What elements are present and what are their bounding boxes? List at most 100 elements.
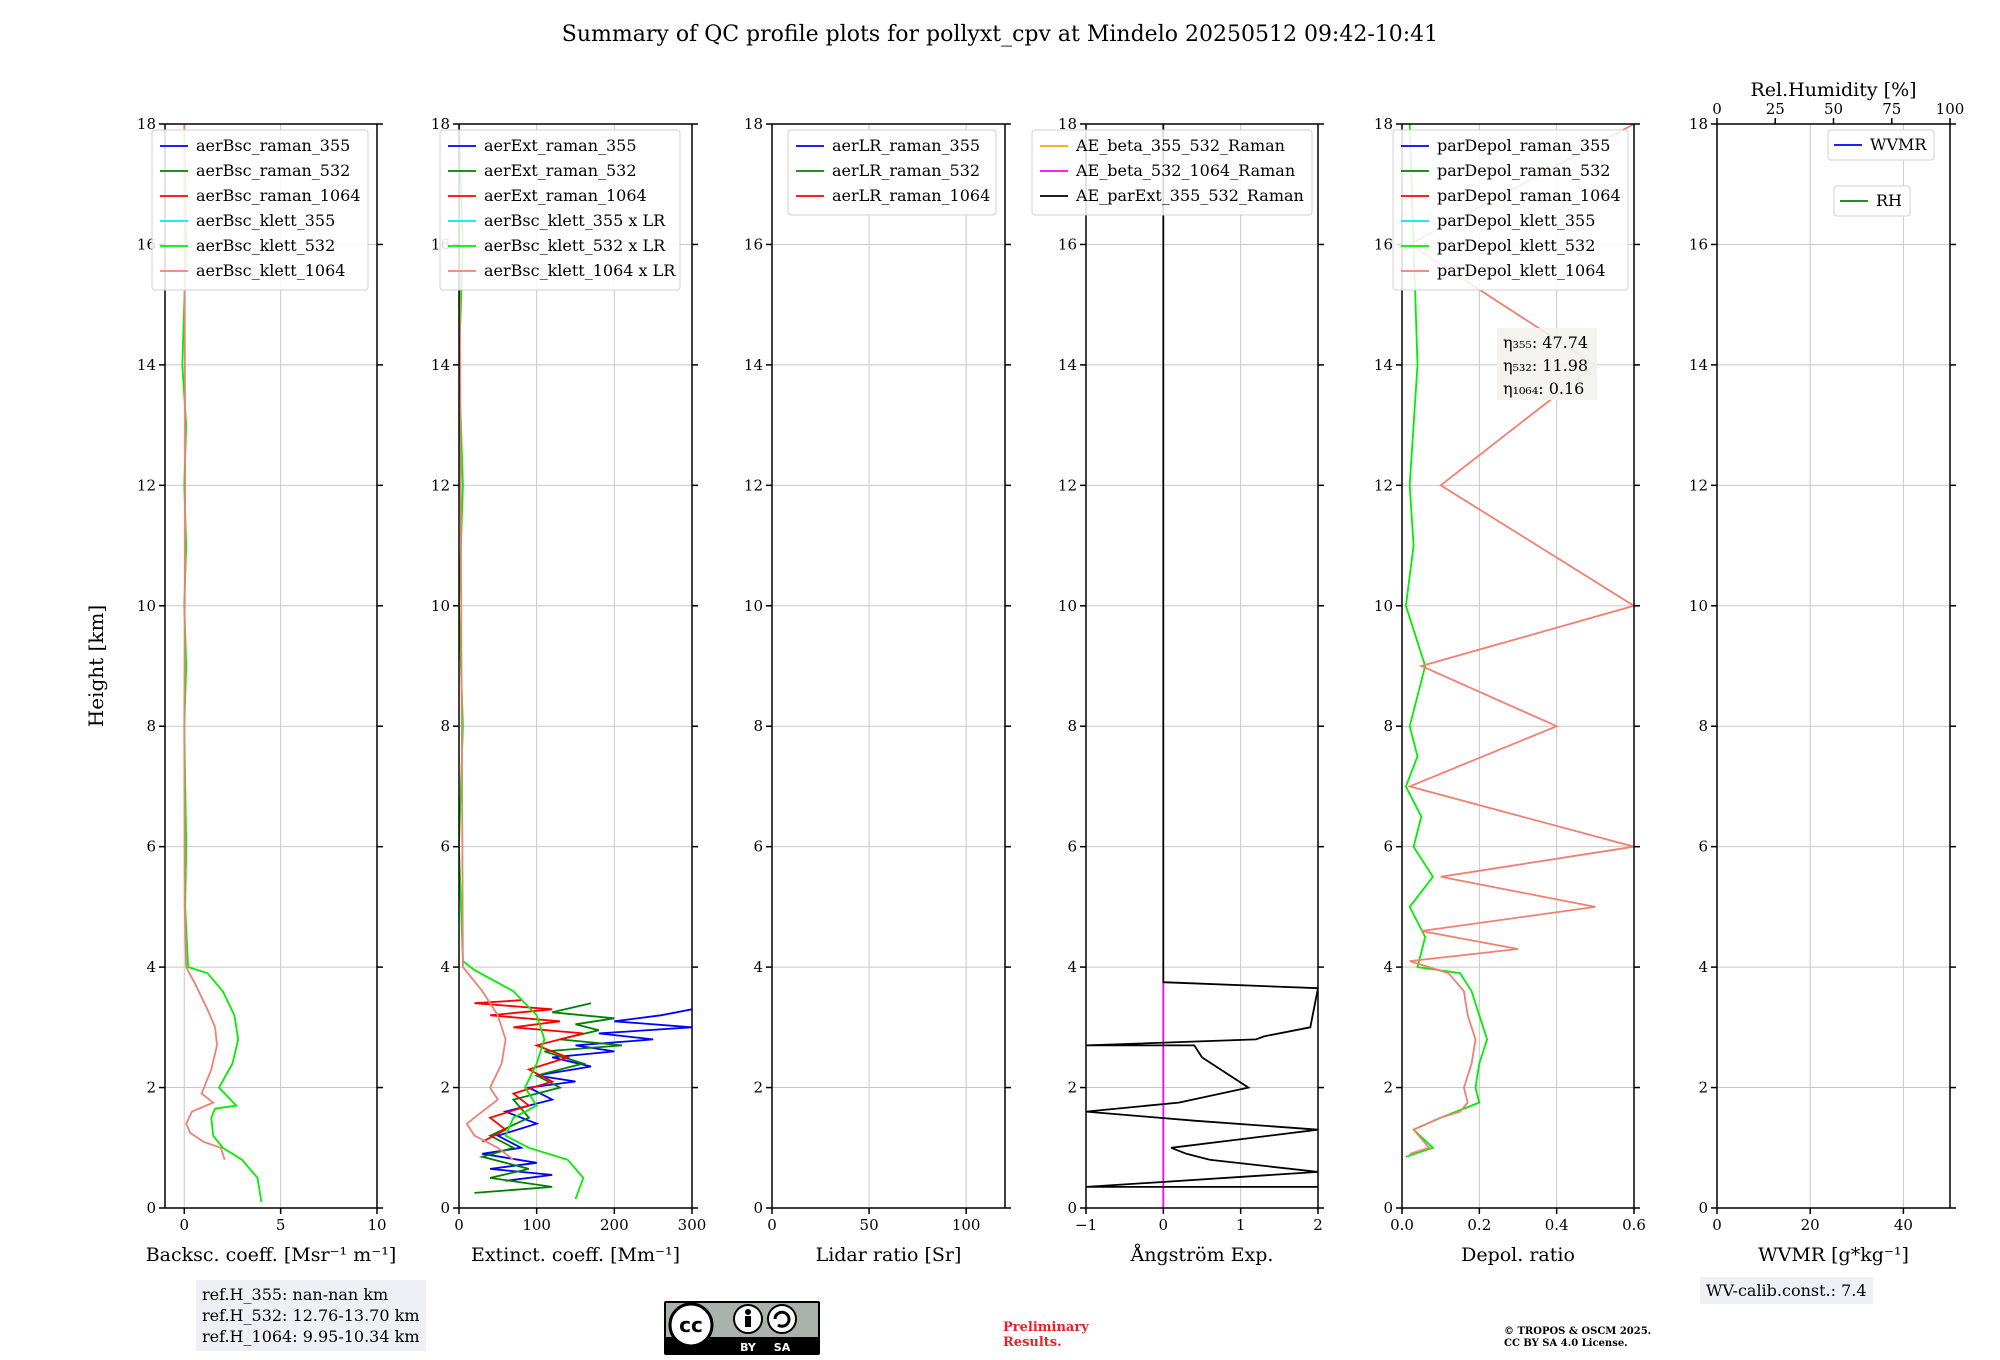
annotation-line: η₃₅₅: 47.74 xyxy=(1503,333,1588,352)
y-tick-label: 18 xyxy=(431,115,450,133)
y-tick-label: 2 xyxy=(146,1079,156,1097)
x-tick-label: 0 xyxy=(767,1216,777,1234)
x-tick-label: 300 xyxy=(678,1216,707,1234)
preliminary-note: Preliminary Results. xyxy=(1003,1320,1089,1350)
y-tick-label: 12 xyxy=(1689,476,1708,494)
legend: aerLR_raman_355 aerLR_raman_532 aerLR_rama… xyxy=(787,129,997,216)
preliminary-line-2: Results. xyxy=(1003,1335,1062,1350)
series-line-aerBsc_klett_1064 xyxy=(183,124,226,1161)
series-group xyxy=(1404,124,1634,1158)
legend-label: aerLR_raman_355 xyxy=(832,136,980,155)
legend-label: aerBsc_raman_355 xyxy=(196,136,350,155)
y-tick-label: 0 xyxy=(146,1199,156,1217)
x-axis-label: Ångström Exp. xyxy=(1130,1244,1274,1266)
legend-label: parDepol_klett_1064 xyxy=(1437,261,1606,280)
legend-label: aerExt_raman_355 xyxy=(484,136,637,155)
copyright-note: © TROPOS & OSCM 2025. CC BY SA 4.0 Licen… xyxy=(1504,1326,1651,1350)
legend-label: aerBsc_klett_355 x LR xyxy=(484,211,666,230)
y-tick-label: 8 xyxy=(146,717,156,735)
legend-label: aerBsc_raman_532 xyxy=(196,161,350,180)
copyright-line-1: © TROPOS & OSCM 2025. xyxy=(1504,1326,1652,1337)
cc-badge-text: cc xyxy=(679,1313,703,1337)
x-tick-label: 100 xyxy=(522,1216,551,1234)
figure-title: Summary of QC profile plots for pollyxt_… xyxy=(561,22,1439,47)
legend-label: parDepol_raman_532 xyxy=(1437,161,1610,180)
annotation-line: η₅₃₂: 11.98 xyxy=(1503,356,1588,375)
y-tick-label: 4 xyxy=(753,958,763,976)
top-x-tick-label: 50 xyxy=(1824,100,1843,118)
legend-box xyxy=(1031,129,1313,216)
legend-label: AE_beta_355_532_Raman xyxy=(1075,136,1285,155)
y-tick-label: 16 xyxy=(1058,235,1077,253)
x-tick-label: 0 xyxy=(179,1216,189,1234)
x-tick-label: 0 xyxy=(1712,1216,1722,1234)
legend-label: aerLR_raman_1064 xyxy=(832,186,990,205)
legend-label: AE_beta_532_1064_Raman xyxy=(1075,161,1295,180)
panel-backscatter: 0 2 4 6 8 10 12 14 16 18 0 5 10 Backsc. coeff. [Msr⁻¹… xyxy=(84,115,396,1266)
y-tick-label: 2 xyxy=(1067,1079,1077,1097)
series-line-parDepol_klett_1064 xyxy=(1406,124,1634,1155)
x-tick-label: 0.0 xyxy=(1390,1216,1414,1234)
y-tick-label: 14 xyxy=(1689,356,1708,374)
y-tick-label: 8 xyxy=(1067,717,1077,735)
y-tick-label: 10 xyxy=(1058,597,1077,615)
y-tick-label: 4 xyxy=(1698,958,1708,976)
legend-label: aerBsc_klett_532 x LR xyxy=(484,236,666,255)
y-tick-label: 6 xyxy=(1067,838,1077,856)
x-tick-label: 2 xyxy=(1313,1216,1323,1234)
legend-label: aerBsc_klett_355 xyxy=(196,211,335,230)
y-tick-label: 2 xyxy=(753,1079,763,1097)
cc-by-text: BY xyxy=(740,1341,757,1354)
x-tick-label: 10 xyxy=(367,1216,386,1234)
y-tick-label: 2 xyxy=(440,1079,450,1097)
y-tick-label: 8 xyxy=(440,717,450,735)
y-tick-label: 0 xyxy=(440,1199,450,1217)
x-tick-label: 0.4 xyxy=(1545,1216,1569,1234)
legend-label: aerBsc_klett_1064 x LR xyxy=(484,261,676,280)
top-x-tick-label: 75 xyxy=(1882,100,1901,118)
x-tick-label: 5 xyxy=(276,1216,286,1234)
series-group xyxy=(181,124,263,1203)
legend-label: parDepol_klett_355 xyxy=(1437,211,1595,230)
x-axis-label: Depol. ratio xyxy=(1461,1244,1575,1266)
top-x-tick-label: 0 xyxy=(1712,100,1722,118)
legend-label: parDepol_raman_355 xyxy=(1437,136,1610,155)
legend-label: parDepol_raman_1064 xyxy=(1437,186,1621,205)
series-line-aerBsc_klett_1064 x LR xyxy=(459,124,514,1161)
y-tick-label: 8 xyxy=(753,717,763,735)
annotation-line: η₁₀₆₄: 0.16 xyxy=(1503,379,1584,398)
y-tick-label: 10 xyxy=(431,597,450,615)
y-tick-label: 18 xyxy=(1374,115,1393,133)
legend: aerExt_raman_355 aerExt_raman_532 aerExt_r… xyxy=(439,129,681,291)
series-group xyxy=(1086,124,1318,1208)
ref-height-532: ref.H_532: 12.76-13.70 km xyxy=(202,1306,420,1325)
x-tick-label: 0.6 xyxy=(1622,1216,1646,1234)
y-tick-label: 4 xyxy=(1383,958,1393,976)
x-axis-label: Extinct. coeff. [Mm⁻¹] xyxy=(471,1244,680,1266)
x-tick-label: 1 xyxy=(1236,1216,1246,1234)
legend-label: aerBsc_klett_1064 xyxy=(196,261,345,280)
x-tick-label: 20 xyxy=(1801,1216,1820,1234)
y-tick-label: 16 xyxy=(1374,235,1393,253)
y-tick-label: 0 xyxy=(1067,1199,1077,1217)
reference-height-box: ref.H_355: nan-nan km ref.H_532: 12.76-1… xyxy=(196,1280,426,1351)
x-tick-label: 0 xyxy=(454,1216,464,1234)
panel-lidar_ratio: 0 2 4 6 8 10 12 14 16 18 0 50 100 Lidar ratio [Sr] aer… xyxy=(744,115,1011,1266)
y-tick-label: 0 xyxy=(1698,1199,1708,1217)
legend-label: aerBsc_raman_1064 xyxy=(196,186,361,205)
y-tick-label: 10 xyxy=(1689,597,1708,615)
x-axis-label: Backsc. coeff. [Msr⁻¹ m⁻¹] xyxy=(146,1244,397,1266)
y-tick-label: 18 xyxy=(1058,115,1077,133)
series-line-aerExt_raman_355 xyxy=(482,1008,692,1182)
legend: parDepol_raman_355 parDepol_raman_532 parD… xyxy=(1392,129,1629,291)
series-line-aerExt_raman_1064 xyxy=(474,999,584,1143)
y-tick-label: 6 xyxy=(753,838,763,856)
x-axis-label: Lidar ratio [Sr] xyxy=(816,1244,962,1266)
y-tick-label: 6 xyxy=(440,838,450,856)
legend-box xyxy=(151,129,369,291)
legend: AE_beta_355_532_Raman AE_beta_532_1064_Ra… xyxy=(1031,129,1313,216)
y-tick-label: 18 xyxy=(1689,115,1708,133)
legend-label: aerLR_raman_532 xyxy=(832,161,980,180)
y-tick-label: 10 xyxy=(1374,597,1393,615)
